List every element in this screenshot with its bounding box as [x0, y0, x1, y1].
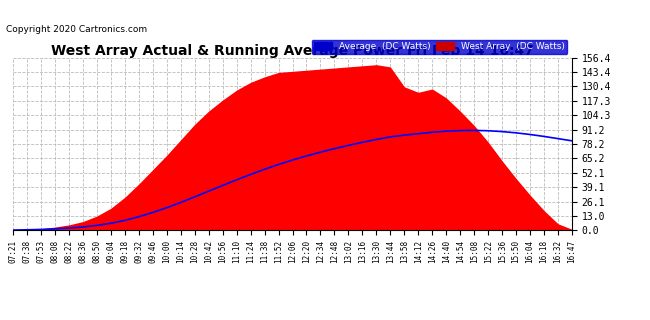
- Text: Copyright 2020 Cartronics.com: Copyright 2020 Cartronics.com: [6, 25, 148, 34]
- Title: West Array Actual & Running Average Power Fri Feb 14 16:47: West Array Actual & Running Average Powe…: [51, 44, 534, 58]
- Legend: Average  (DC Watts), West Array  (DC Watts): Average (DC Watts), West Array (DC Watts…: [311, 40, 567, 54]
